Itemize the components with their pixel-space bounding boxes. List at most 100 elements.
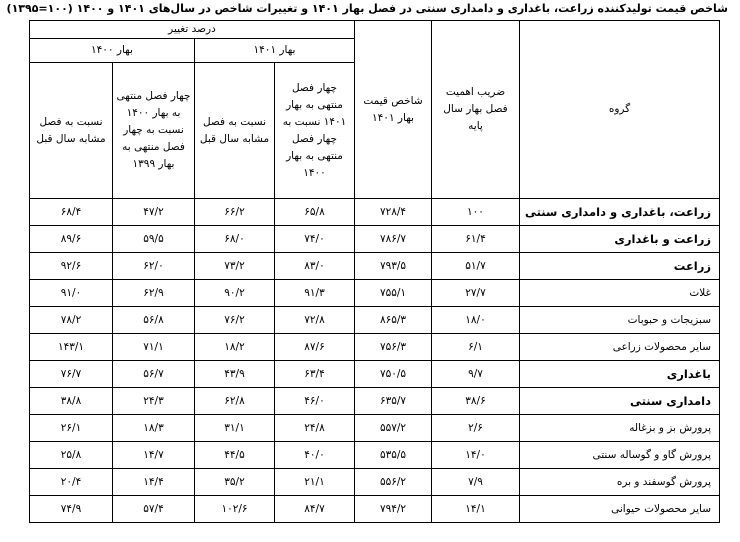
table-row: زراعت و باغداری ۶۱/۴ ۷۸۶/۷ ۷۴/۰ ۶۸/۰ ۵۹/۵ ۸۹/۶: [28, 225, 720, 253]
value-cell: ۳۸/۸: [28, 387, 114, 415]
value-cell: ۲۴/۳: [112, 387, 195, 415]
value-cell: ۷۹۳/۵: [354, 252, 432, 280]
value-cell: ۵۱/۷: [431, 252, 520, 280]
value-cell: ۵۵۶/۲: [354, 468, 432, 496]
value-cell: ۱۴/۰: [431, 441, 520, 469]
value-cell: ۷۸/۲: [28, 306, 114, 334]
value-cell: ۷۹۴/۲: [354, 495, 432, 523]
value-cell: ۷۲/۸: [274, 306, 355, 334]
value-cell: ۵۵۷/۲: [354, 414, 432, 442]
value-cell: ۴۷/۲: [112, 198, 195, 226]
table-row: سایر محصولات حیوانی ۱۴/۱ ۷۹۴/۲ ۸۴/۷ ۱۰۲/۶ ۵۷/…: [28, 495, 720, 523]
value-cell: ۵۳۵/۵: [354, 441, 432, 469]
value-cell: ۹۱/۰: [28, 279, 114, 307]
value-cell: ۶۲/۹: [112, 279, 195, 307]
table-row: سایر محصولات زراعی ۶/۱ ۷۵۶/۳ ۸۷/۶ ۱۸/۲ ۷۱/۱ ۱۴…: [28, 333, 720, 361]
value-cell: ۸۹/۶: [28, 225, 114, 253]
value-cell: ۴۳/۹: [194, 360, 275, 388]
group-cell: پرورش بز و بزغاله: [519, 414, 720, 442]
value-cell: ۸۴/۷: [274, 495, 355, 523]
value-cell: ۱۸/۰: [431, 306, 520, 334]
value-cell: ۷۸۶/۷: [354, 225, 432, 253]
value-cell: ۵۹/۵: [112, 225, 195, 253]
value-cell: ۶۲/۰: [112, 252, 195, 280]
value-cell: ۶۵/۸: [274, 198, 355, 226]
value-cell: ۳۵/۲: [194, 468, 275, 496]
value-cell: ۷۴/۰: [274, 225, 355, 253]
header-cell: گروه: [519, 20, 720, 199]
table-header: گروه ضریب اهمیت فصل بهار سال پایه شاخص ق…: [28, 20, 720, 199]
value-cell: ۶۶/۲: [194, 198, 275, 226]
value-cell: ۱۰۰: [431, 198, 520, 226]
value-cell: ۱۴/۴: [112, 468, 195, 496]
table-row: پرورش گوسفند و بره ۷/۹ ۵۵۶/۲ ۲۱/۱ ۳۵/۲ ۱۴/۴ ۲۰…: [28, 468, 720, 496]
value-cell: ۷۵۵/۱: [354, 279, 432, 307]
header-cell: بهار ۱۴۰۰: [28, 38, 196, 63]
value-cell: ۶/۱: [431, 333, 520, 361]
table: گروه ضریب اهمیت فصل بهار سال پایه شاخص ق…: [28, 20, 720, 523]
value-cell: ۲۱/۱: [274, 468, 355, 496]
group-cell: دامداری سنتی: [519, 387, 720, 415]
value-cell: ۱۸/۳: [112, 414, 195, 442]
table-row: سبزیجات و حبوبات ۱۸/۰ ۸۶۵/۳ ۷۲/۸ ۷۶/۲ ۵۶/۸ ۷۸/…: [28, 306, 720, 334]
value-cell: ۴۶/۰: [274, 387, 355, 415]
value-cell: ۶۱/۴: [431, 225, 520, 253]
header-cell: چهار فصل منتهی به بهار ۱۴۰۱ نسبت به چهار…: [274, 62, 355, 199]
value-cell: ۶۸/۴: [28, 198, 114, 226]
value-cell: ۷۲۸/۴: [354, 198, 432, 226]
value-cell: ۶۳/۴: [274, 360, 355, 388]
value-cell: ۴۰/۰: [274, 441, 355, 469]
header-cell: شاخص قیمت بهار ۱۴۰۱: [354, 20, 432, 199]
table-row: زراعت ۵۱/۷ ۷۹۳/۵ ۸۳/۰ ۷۳/۲ ۶۲/۰ ۹۲/۶: [28, 252, 720, 280]
value-cell: ۷۶/۷: [28, 360, 114, 388]
value-cell: ۹/۷: [431, 360, 520, 388]
table-body: زراعت، باغداری و دامداری سنتی ۱۰۰ ۷۲۸/۴ ۶۵/…: [28, 198, 720, 523]
value-cell: ۱۴/۱: [431, 495, 520, 523]
table-row: پرورش بز و بزغاله ۲/۶ ۵۵۷/۲ ۲۴/۸ ۳۱/۱ ۱۸/۳ ۲۶/…: [28, 414, 720, 442]
value-cell: ۲۴/۸: [274, 414, 355, 442]
value-cell: ۱۰۲/۶: [194, 495, 275, 523]
group-cell: زراعت و باغداری: [519, 225, 720, 253]
value-cell: ۷۵۰/۵: [354, 360, 432, 388]
group-cell: غلات: [519, 279, 720, 307]
table-row: دامداری سنتی ۳۸/۶ ۶۳۵/۷ ۴۶/۰ ۶۲/۸ ۲۴/۳ ۳۸/۸: [28, 387, 720, 415]
value-cell: ۹۰/۲: [194, 279, 275, 307]
value-cell: ۱۴/۷: [112, 441, 195, 469]
table-row: پرورش گاو و گوساله سنتی ۱۴/۰ ۵۳۵/۵ ۴۰/۰ ۴۴/۵…: [28, 441, 720, 469]
group-cell: پرورش گاو و گوساله سنتی: [519, 441, 720, 469]
value-cell: ۶۸/۰: [194, 225, 275, 253]
value-cell: ۸۳/۰: [274, 252, 355, 280]
group-cell: سایر محصولات زراعی: [519, 333, 720, 361]
header-cell: بهار ۱۴۰۱: [194, 38, 355, 63]
value-cell: ۵۶/۸: [112, 306, 195, 334]
value-cell: ۶۳۵/۷: [354, 387, 432, 415]
value-cell: ۲۶/۱: [28, 414, 114, 442]
table-row: زراعت، باغداری و دامداری سنتی ۱۰۰ ۷۲۸/۴ ۶۵/…: [28, 198, 720, 226]
value-cell: ۲۵/۸: [28, 441, 114, 469]
value-cell: ۴۴/۵: [194, 441, 275, 469]
header-cell: چهار فصل منتهی به بهار ۱۴۰۰ نسبت به چهار…: [112, 62, 195, 199]
value-cell: ۳۸/۶: [431, 387, 520, 415]
value-cell: ۷۶/۲: [194, 306, 275, 334]
value-cell: ۱۸/۲: [194, 333, 275, 361]
header-cell: نسبت به فصل مشابه سال قبل: [28, 62, 114, 199]
value-cell: ۲۷/۷: [431, 279, 520, 307]
group-cell: پرورش گوسفند و بره: [519, 468, 720, 496]
value-cell: ۹۲/۶: [28, 252, 114, 280]
title: شاخص قیمت تولیدکننده زراعت، باغداری و دا…: [6, 2, 728, 15]
value-cell: ۲۰/۴: [28, 468, 114, 496]
value-cell: ۷۵۶/۳: [354, 333, 432, 361]
group-cell: باغداری: [519, 360, 720, 388]
value-cell: ۸۶۵/۳: [354, 306, 432, 334]
value-cell: ۵۷/۴: [112, 495, 195, 523]
table-row: غلات ۲۷/۷ ۷۵۵/۱ ۹۱/۳ ۹۰/۲ ۶۲/۹ ۹۱/۰: [28, 279, 720, 307]
value-cell: ۷۳/۲: [194, 252, 275, 280]
group-cell: زراعت، باغداری و دامداری سنتی: [519, 198, 720, 226]
value-cell: ۷۴/۹: [28, 495, 114, 523]
value-cell: ۵۶/۷: [112, 360, 195, 388]
value-cell: ۲/۶: [431, 414, 520, 442]
value-cell: ۹۱/۳: [274, 279, 355, 307]
value-cell: ۶۲/۸: [194, 387, 275, 415]
